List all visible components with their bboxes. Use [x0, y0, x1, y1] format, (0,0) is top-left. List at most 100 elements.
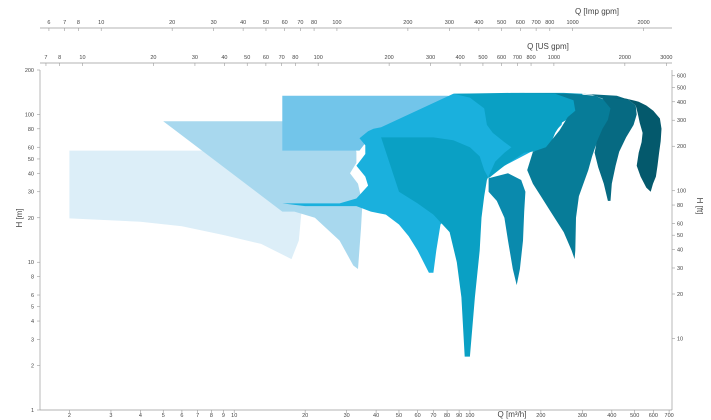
left-tick-label: 30: [28, 190, 34, 196]
top-us-tick-label: 7: [44, 55, 47, 61]
top-us-tick-label: 8: [58, 55, 61, 61]
left-tick-label: 10: [28, 260, 34, 266]
top-imp-tick-label: 800: [545, 20, 554, 26]
right-tick-label: 10: [677, 336, 683, 342]
left-tick-label: 8: [31, 275, 34, 281]
top-imp-tick-label: 80: [311, 20, 317, 26]
top-imp-tick-label: 50: [263, 20, 269, 26]
right-tick-label: 200: [677, 144, 686, 150]
right-tick-label: 600: [677, 74, 686, 80]
left-tick-label: 60: [28, 145, 34, 151]
top-imp-tick-label: 400: [474, 20, 483, 26]
top-us-tick-label: 50: [244, 55, 250, 61]
bottom-tick-label: 70: [430, 413, 436, 419]
top-imp-tick-label: 60: [282, 20, 288, 26]
curve-area-2: [163, 121, 363, 269]
right-tick-label: 300: [677, 118, 686, 124]
right-tick-label: 60: [677, 222, 683, 228]
top-us-tick-label: 80: [292, 55, 298, 61]
right-tick-label: 50: [677, 233, 683, 239]
curve-area-5: [381, 92, 583, 357]
top-us-tick-label: 70: [279, 55, 285, 61]
bottom-tick-label: 7: [196, 413, 199, 419]
bottom-tick-label: 200: [536, 413, 545, 419]
top-imp-tick-label: 1000: [567, 20, 579, 26]
left-tick-label: 5: [31, 305, 34, 311]
right-tick-label: 100: [677, 189, 686, 195]
left-tick-label: 3: [31, 338, 34, 344]
top-imp-tick-label: 6: [47, 20, 50, 26]
top-imp-tick-label: 600: [516, 20, 525, 26]
curve-area-9: [611, 97, 662, 192]
curve-area-8: [582, 93, 637, 201]
right-tick-label: 30: [677, 266, 683, 272]
top-us-tick-label: 200: [385, 55, 394, 61]
right-axis-title: H [ft]: [695, 198, 704, 215]
left-tick-label: 50: [28, 157, 34, 163]
top-imp-tick-label: 200: [403, 20, 412, 26]
bottom-tick-label: 40: [373, 413, 379, 419]
bottom-tick-label: 3: [109, 413, 112, 419]
bottom-tick-label: 500: [630, 413, 639, 419]
axis-ticks: 2 3 4 5 6 7 8 9 10 20 30 40 50 60 70 80 90 100 200 300 400 50…: [25, 20, 686, 419]
top-us-tick-label: 30: [192, 55, 198, 61]
top-us-tick-label: 400: [455, 55, 464, 61]
top-us-tick-label: 500: [478, 55, 487, 61]
bottom-tick-label: 90: [456, 413, 462, 419]
bottom-tick-label: 50: [396, 413, 402, 419]
left-tick-label: 40: [28, 171, 34, 177]
bottom-tick-label: 700: [665, 413, 674, 419]
left-tick-label: 4: [31, 319, 34, 325]
top-us-tick-label: 600: [497, 55, 506, 61]
top-imp-tick-label: 10: [98, 20, 104, 26]
top-imp-tick-label: 700: [532, 20, 541, 26]
top-imp-tick-label: 40: [240, 20, 246, 26]
bottom-tick-label: 600: [649, 413, 658, 419]
right-tick-label: 40: [677, 248, 683, 254]
right-tick-label: 400: [677, 100, 686, 106]
left-tick-label: 80: [28, 127, 34, 133]
curve-area-6: [488, 173, 526, 286]
top-imp-tick-label: 20: [169, 20, 175, 26]
top-us-tick-label: 3000: [660, 55, 672, 61]
top-us-tick-label: 10: [79, 55, 85, 61]
bottom-tick-label: 10: [231, 413, 237, 419]
bottom-tick-label: 100: [465, 413, 474, 419]
left-tick-label: 100: [25, 112, 34, 118]
bottom-tick-label: 4: [139, 413, 142, 419]
curve-areas: [69, 92, 662, 357]
left-tick-label: 2: [31, 364, 34, 370]
bottom-tick-label: 80: [444, 413, 450, 419]
axes: [39, 27, 673, 411]
top-us-tick-label: 100: [314, 55, 323, 61]
right-tick-label: 20: [677, 292, 683, 298]
left-tick-label: 200: [25, 68, 34, 74]
top-us-tick-label: 300: [426, 55, 435, 61]
curve-area-7: [518, 92, 612, 260]
top-us-tick-label: 60: [263, 55, 269, 61]
bottom-tick-label: 300: [578, 413, 587, 419]
top-imp-tick-label: 2000: [637, 20, 649, 26]
top-us-tick-label: 1000: [548, 55, 560, 61]
axis-titles: Q [m³/h] Q [US gpm] Q [Imp gpm] H [m] H …: [15, 7, 704, 419]
bottom-tick-label: 20: [302, 413, 308, 419]
top-us-tick-label: 40: [221, 55, 227, 61]
bottom-tick-label: 6: [180, 413, 183, 419]
left-axis-title: H [m]: [15, 208, 24, 227]
top-imp-tick-label: 7: [63, 20, 66, 26]
top-imp-tick-label: 500: [497, 20, 506, 26]
bottom-tick-label: 5: [162, 413, 165, 419]
left-tick-label: 1: [31, 408, 34, 414]
bottom-tick-label: 2: [68, 413, 71, 419]
top-imp-axis-title: Q [Imp gpm]: [575, 7, 619, 16]
top-imp-tick-label: 30: [211, 20, 217, 26]
bottom-tick-label: 30: [344, 413, 350, 419]
top-us-axis-title: Q [US gpm]: [527, 42, 569, 51]
top-us-tick-label: 800: [526, 55, 535, 61]
bottom-tick-label: 400: [607, 413, 616, 419]
bottom-tick-label: 60: [415, 413, 421, 419]
top-us-tick-label: 20: [150, 55, 156, 61]
left-tick-label: 6: [31, 293, 34, 299]
bottom-tick-label: 9: [222, 413, 225, 419]
